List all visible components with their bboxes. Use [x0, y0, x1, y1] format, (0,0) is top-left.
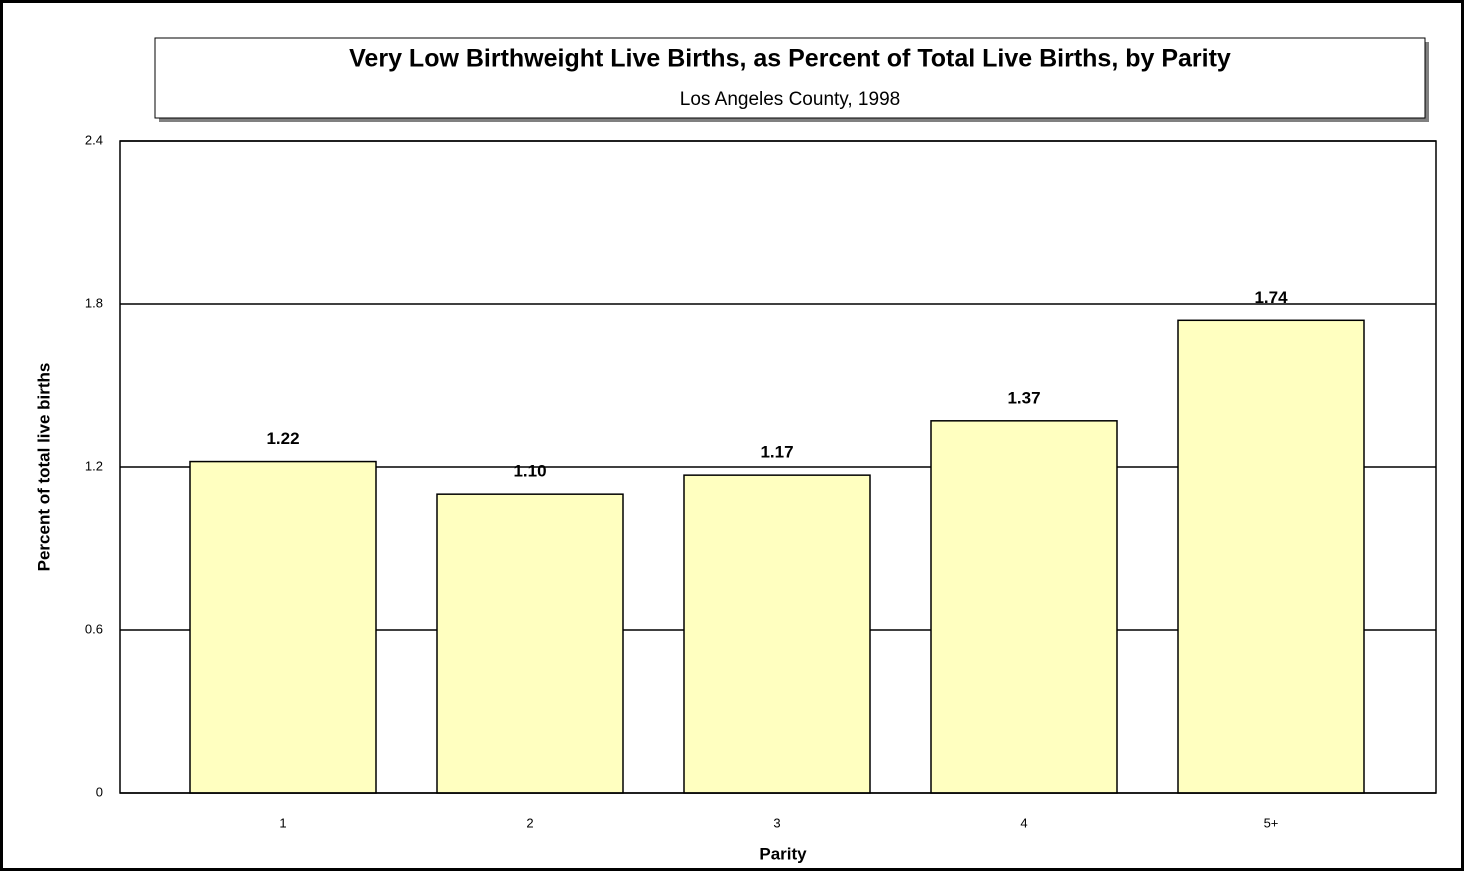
bar	[436, 493, 624, 794]
value-label: 1.22	[266, 429, 299, 448]
y-tick-label: 2.4	[85, 132, 103, 147]
x-tick-label: 3	[773, 815, 780, 830]
y-tick-label: 0	[96, 784, 103, 799]
value-label: 1.74	[1254, 288, 1288, 307]
value-label: 1.37	[1007, 388, 1040, 407]
bar	[930, 420, 1118, 794]
value-label: 1.17	[760, 443, 793, 462]
x-tick-label: 4	[1020, 815, 1027, 830]
y-axis-label: Percent of total live births	[34, 363, 53, 572]
title-box	[154, 37, 1426, 119]
y-tick-label: 1.2	[85, 458, 103, 473]
bar	[1177, 319, 1365, 794]
y-tick-label: 1.8	[85, 295, 103, 310]
y-tick-label: 0.6	[85, 621, 103, 636]
value-label: 1.10	[513, 462, 546, 481]
chart-title: Very Low Birthweight Live Births, as Per…	[349, 45, 1231, 73]
plot-border	[119, 140, 1437, 794]
x-tick-label: 1	[279, 815, 286, 830]
bar	[189, 460, 377, 794]
x-tick-label: 5+	[1264, 815, 1279, 830]
bar	[683, 474, 871, 794]
x-axis-label: Parity	[759, 844, 807, 863]
x-tick-label: 2	[526, 815, 533, 830]
chart-subtitle: Los Angeles County, 1998	[680, 89, 900, 110]
